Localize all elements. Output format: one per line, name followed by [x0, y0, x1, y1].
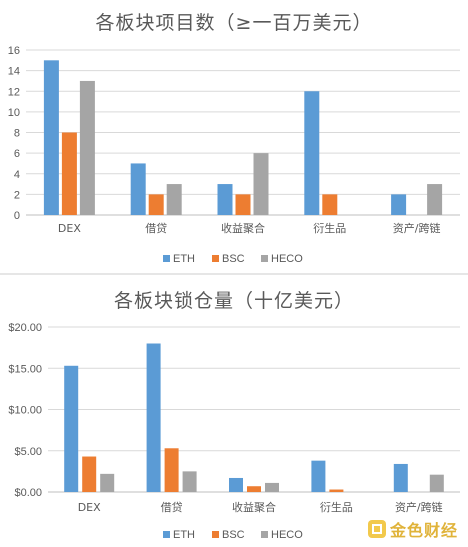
bar-eth: [217, 184, 233, 215]
bar-bsc: [329, 489, 344, 492]
chart-panel-project-count: 各板块项目数（≥一百万美元） 0 2 4 6 8 10 12 14 16 DEX 借贷 收益聚合 衍生品…: [0, 0, 468, 272]
bar-eth: [391, 194, 407, 215]
legend-label: HECO: [271, 253, 303, 265]
bar-heco: [100, 473, 115, 492]
bar-eth: [64, 365, 79, 492]
watermark: 金色财经: [367, 517, 458, 541]
divider: [0, 273, 468, 275]
chart-title: 各板块项目数（≥一百万美元）: [95, 12, 373, 34]
y-tick-label: 10: [8, 107, 20, 119]
chart-canvas: $0.00 $5.00 $10.00 $15.00 $20.00 DEX 借贷 收益聚合 衍生品…: [8, 322, 460, 541]
bar-eth: [130, 163, 146, 215]
legend-swatch-heco: [261, 255, 268, 262]
y-tick-label: 14: [8, 66, 20, 78]
chart-panel-tvl: 各板块锁仓量（十亿美元） $0.00 $5.00 $10.00 $15.00 $20.0…: [0, 276, 468, 547]
bar-eth: [311, 460, 326, 492]
y-tick-label: 2: [14, 189, 20, 201]
bar-eth: [229, 477, 243, 492]
x-tick-label: 借贷: [161, 500, 183, 514]
legend-label: BSC: [222, 529, 245, 541]
bar-bsc: [235, 194, 251, 215]
x-tick-label: DEX: [58, 222, 81, 235]
legend-swatch-eth: [163, 531, 170, 538]
bar-bsc: [247, 486, 261, 492]
x-tick-label: 收益聚合: [221, 221, 265, 235]
y-tick-label: $15.00: [8, 363, 42, 375]
y-tick-label: $20.00: [8, 322, 42, 334]
x-tick-label: 衍生品: [320, 500, 353, 514]
legend-label: BSC: [222, 253, 245, 265]
bar-bsc: [164, 448, 179, 492]
y-tick-label: $10.00: [8, 405, 42, 417]
chart-canvas: 0 2 4 6 8 10 12 14 16 DEX 借贷 收益聚合 衍生品 资产/跨链 ETH BSC HECO: [8, 45, 460, 265]
legend-label: ETH: [173, 253, 195, 265]
x-tick-label: DEX: [78, 501, 101, 514]
bar-heco: [265, 482, 279, 492]
bar-heco: [166, 184, 182, 215]
bar-heco: [253, 153, 269, 215]
bar-heco: [429, 474, 444, 492]
y-tick-label: 8: [14, 128, 20, 140]
legend-label: ETH: [173, 529, 195, 541]
jinse-logo-icon: [367, 520, 386, 538]
bar-heco: [427, 184, 443, 215]
y-tick-label: 16: [8, 45, 20, 57]
bar-bsc: [61, 132, 77, 215]
bar-bsc: [148, 194, 164, 215]
y-tick-label: 6: [14, 148, 20, 160]
bar-eth: [393, 463, 408, 492]
y-tick-label: $5.00: [14, 446, 42, 458]
legend-swatch-heco: [261, 531, 268, 538]
y-tick-label: $0.00: [14, 487, 42, 499]
bar-eth: [146, 343, 161, 492]
y-tick-label: 4: [14, 169, 20, 181]
x-tick-label: 衍生品: [313, 221, 346, 235]
legend-swatch-eth: [163, 255, 170, 262]
legend-swatch-bsc: [212, 255, 219, 262]
x-tick-label: 借贷: [145, 221, 167, 235]
chart-title: 各板块锁仓量（十亿美元）: [113, 290, 354, 312]
x-tick-label: 资产/跨链: [393, 221, 441, 235]
watermark-text: 金色财经: [389, 521, 458, 540]
legend-label: HECO: [271, 529, 303, 541]
bar-heco: [182, 471, 197, 492]
bar-heco: [79, 80, 95, 215]
bar-bsc: [322, 194, 338, 215]
x-tick-label: 资产/跨链: [395, 500, 443, 514]
x-tick-label: 收益聚合: [232, 500, 276, 514]
bar-bsc: [82, 456, 97, 492]
bar-eth: [43, 60, 59, 215]
legend-swatch-bsc: [212, 531, 219, 538]
y-tick-label: 12: [8, 86, 20, 98]
bar-eth: [304, 91, 320, 215]
y-tick-label: 0: [14, 210, 20, 222]
